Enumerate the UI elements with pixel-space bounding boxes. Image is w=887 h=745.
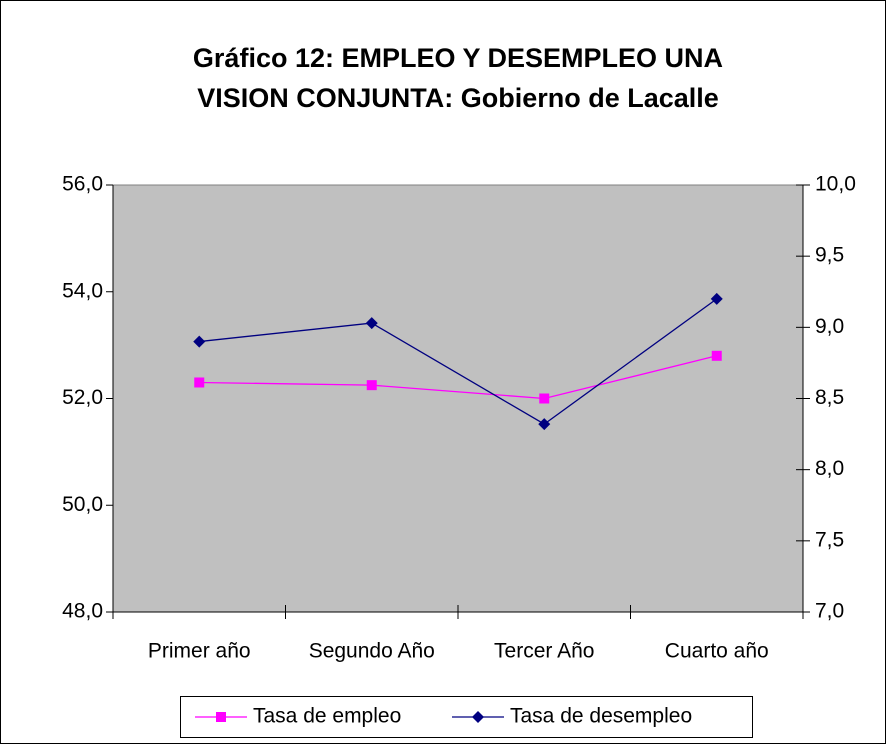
y2-tick-label: 8,5	[815, 386, 844, 409]
x-tick-label: Primer año	[148, 640, 251, 663]
series-marker	[538, 418, 551, 431]
series-marker	[194, 377, 205, 388]
x-tick-label: Segundo Año	[309, 640, 435, 663]
y2-tick-label: 7,0	[815, 600, 844, 623]
y2-tick-label: 7,5	[815, 528, 844, 551]
y-tick-label: 54,0	[62, 279, 103, 302]
series-marker	[366, 380, 377, 391]
legend-marker	[472, 711, 484, 723]
legend-label: Tasa de desempleo	[510, 705, 692, 728]
y2-tick-label: 9,0	[815, 315, 844, 338]
legend-label: Tasa de empleo	[253, 705, 401, 728]
y-tick-label: 48,0	[62, 600, 103, 623]
chart-title: VISION CONJUNTA: Gobierno de Lacalle	[197, 83, 719, 113]
series-marker	[710, 292, 723, 305]
series-marker	[711, 350, 722, 361]
y2-tick-label: 9,5	[815, 244, 844, 267]
y2-tick-label: 8,0	[815, 457, 844, 480]
y2-tick-label: 10,0	[815, 173, 856, 196]
y-tick-label: 56,0	[62, 173, 103, 196]
x-tick-label: Tercer Año	[494, 640, 594, 663]
series-line	[199, 355, 717, 400]
series-line	[199, 298, 718, 425]
legend-marker	[216, 712, 226, 722]
y-tick-label: 52,0	[62, 386, 103, 409]
series-marker	[539, 393, 550, 404]
series-marker	[193, 335, 206, 348]
series-marker	[365, 317, 378, 330]
chart-title: Gráfico 12: EMPLEO Y DESEMPLEO UNA	[193, 43, 723, 73]
plot-area	[112, 184, 804, 613]
y-tick-label: 50,0	[62, 493, 103, 516]
x-tick-label: Cuarto año	[665, 640, 769, 663]
